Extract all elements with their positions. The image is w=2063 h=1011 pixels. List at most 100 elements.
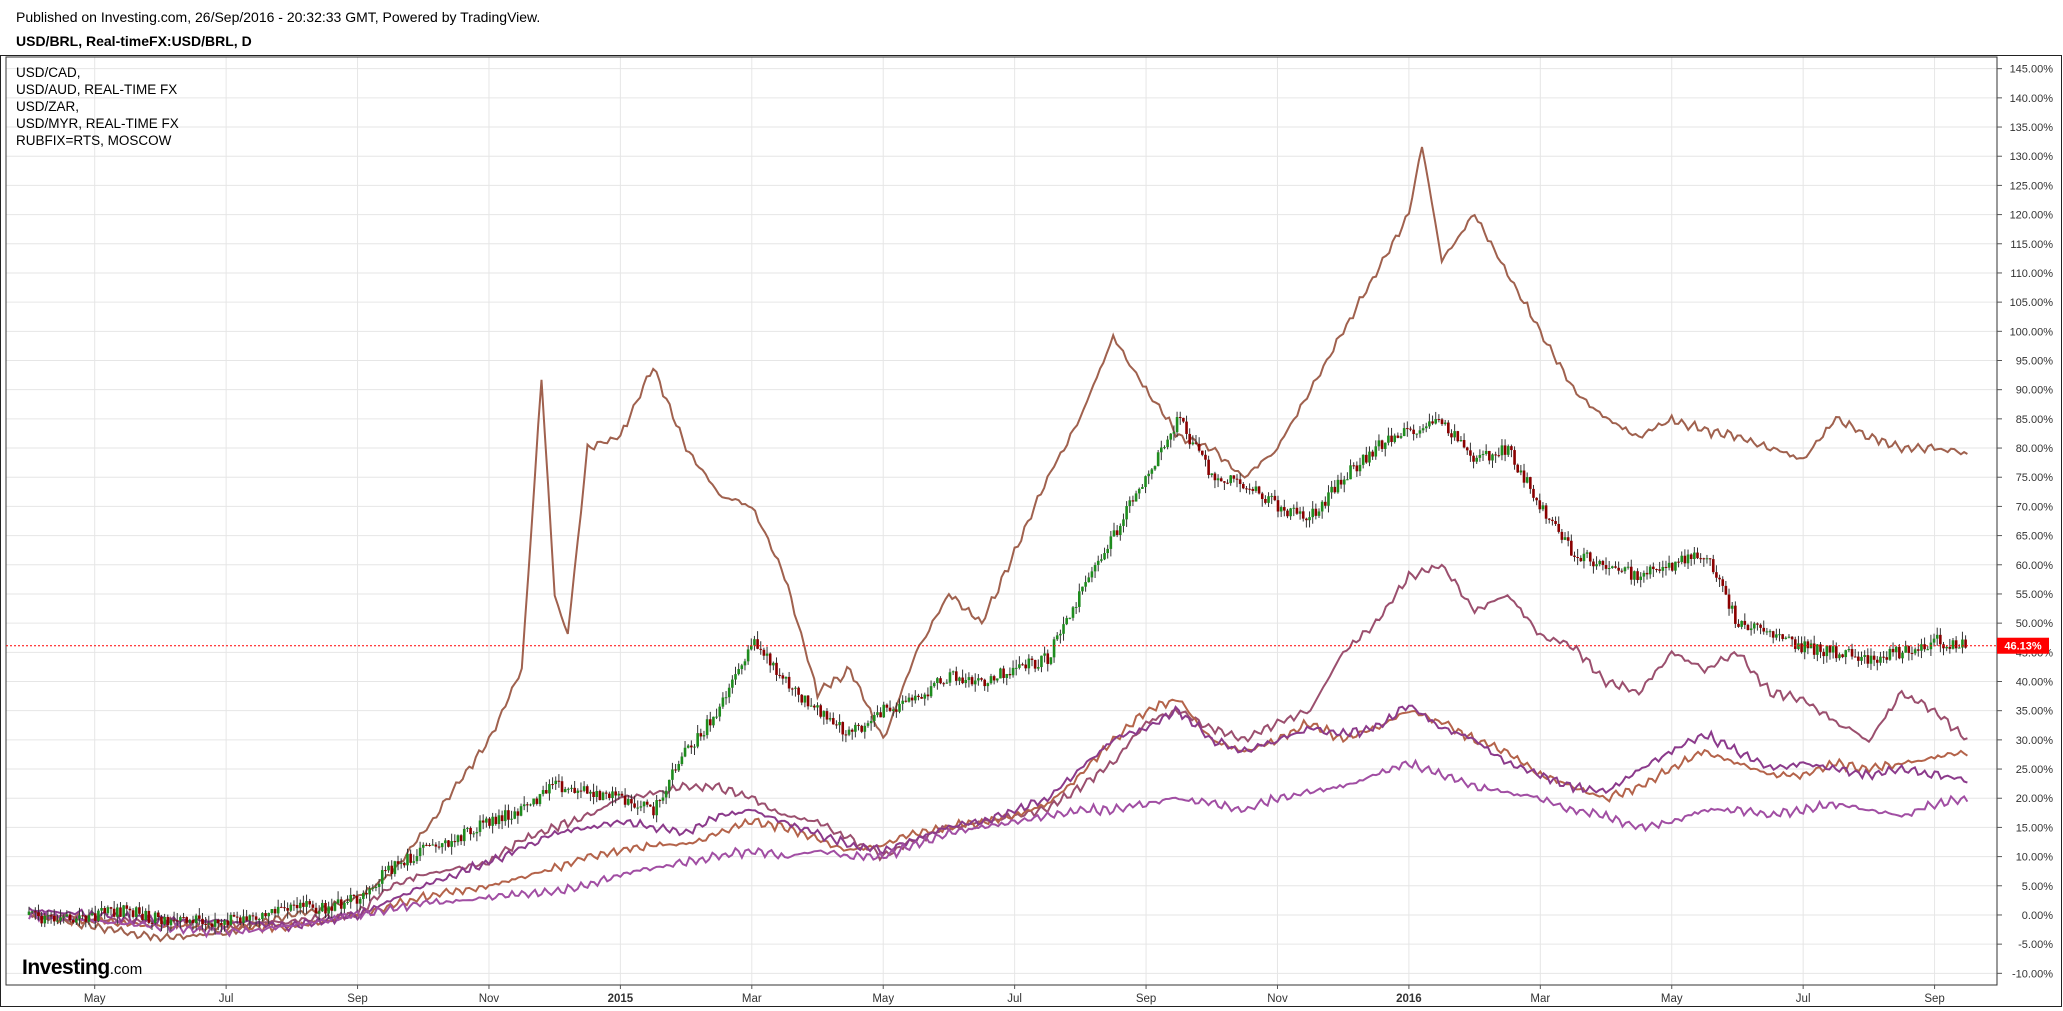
candle-body bbox=[204, 923, 207, 925]
candle-body bbox=[876, 712, 879, 716]
candle-body bbox=[358, 898, 362, 904]
legend-entry: USD/ZAR, bbox=[16, 99, 80, 114]
candle-body bbox=[1339, 479, 1343, 485]
candle-body bbox=[207, 923, 211, 925]
candle-body bbox=[27, 911, 31, 915]
candle-body bbox=[1289, 508, 1292, 517]
candle-body bbox=[907, 697, 911, 702]
candle-body bbox=[1024, 664, 1027, 669]
y-tick-label: 140.00% bbox=[2010, 93, 2054, 105]
candle-body bbox=[1560, 531, 1564, 540]
candle-body bbox=[141, 913, 144, 921]
candle-body bbox=[1399, 436, 1403, 438]
candle-body bbox=[1898, 646, 1901, 659]
candle-body bbox=[1819, 644, 1822, 652]
candle-body bbox=[841, 722, 845, 735]
candle-body bbox=[677, 764, 681, 771]
candle-body bbox=[1242, 483, 1245, 489]
candle-body bbox=[1163, 447, 1166, 449]
candle-body bbox=[1137, 488, 1141, 494]
candle-body bbox=[421, 844, 425, 848]
candle-body bbox=[671, 769, 674, 780]
candle-body bbox=[1484, 450, 1488, 454]
candle-body bbox=[1390, 435, 1393, 442]
y-tick-label: 100.00% bbox=[2010, 326, 2054, 338]
y-tick-label: 20.00% bbox=[2016, 793, 2054, 805]
candle-body bbox=[1762, 627, 1766, 632]
candle-body bbox=[220, 923, 223, 925]
legend-entry: RUBFIX=RTS, MOSCOW bbox=[16, 133, 172, 148]
candle-body bbox=[772, 662, 775, 666]
candle-body bbox=[1093, 565, 1097, 572]
candle-body bbox=[1182, 417, 1185, 422]
candle-body bbox=[1847, 649, 1851, 651]
candle-body bbox=[100, 908, 103, 911]
candle-body bbox=[1052, 639, 1056, 658]
candle-body bbox=[336, 899, 340, 903]
logo-suffix: .com bbox=[109, 961, 143, 978]
candle-body bbox=[1860, 656, 1863, 661]
candle-body bbox=[702, 735, 706, 737]
y-tick-label: 40.00% bbox=[2016, 677, 2054, 689]
candle-body bbox=[718, 706, 722, 717]
candle-body bbox=[295, 904, 299, 909]
candle-body bbox=[286, 908, 289, 911]
candle-body bbox=[1677, 561, 1680, 563]
candle-body bbox=[1942, 644, 1945, 649]
candle-body bbox=[904, 700, 908, 702]
candle-body bbox=[232, 914, 236, 917]
candle-body bbox=[1096, 560, 1100, 566]
candle-body bbox=[1279, 507, 1283, 512]
candle-body bbox=[90, 913, 94, 916]
candle-body bbox=[661, 797, 665, 801]
candle-body bbox=[1746, 624, 1750, 631]
candle-body bbox=[1412, 429, 1415, 435]
y-tick-label: 105.00% bbox=[2010, 297, 2054, 309]
candle-body bbox=[693, 746, 696, 748]
candle-body bbox=[1235, 478, 1239, 480]
candle-body bbox=[831, 718, 835, 725]
candle-body bbox=[229, 914, 233, 925]
candle-body bbox=[103, 908, 106, 914]
candle-body bbox=[1475, 457, 1479, 462]
candle-body bbox=[182, 917, 185, 919]
x-tick-label: Sep bbox=[1136, 993, 1156, 1005]
candle-body bbox=[749, 645, 753, 650]
candle-body bbox=[488, 818, 491, 826]
candle-body bbox=[967, 677, 971, 681]
candle-body bbox=[245, 916, 248, 921]
candle-body bbox=[942, 683, 945, 685]
candle-body bbox=[1450, 433, 1453, 438]
candle-body bbox=[759, 648, 763, 650]
plot-border bbox=[5, 56, 1998, 986]
candle-body bbox=[620, 793, 624, 796]
candle-body bbox=[327, 906, 330, 914]
candle-body bbox=[1825, 645, 1829, 657]
candle-body bbox=[339, 899, 343, 909]
candle-body bbox=[507, 810, 510, 820]
candle-body bbox=[1472, 455, 1475, 462]
candle-body bbox=[510, 818, 513, 820]
legend: USD/CAD, USD/AUD, REAL-TIME FX USD/ZAR, USD… bbox=[16, 64, 179, 149]
candle-body bbox=[1374, 446, 1378, 457]
candle-body bbox=[592, 791, 595, 798]
candle-body bbox=[980, 678, 983, 680]
candle-body bbox=[1510, 446, 1513, 451]
candle-body bbox=[1699, 558, 1702, 560]
candle-body bbox=[194, 915, 198, 924]
candle-body bbox=[737, 669, 740, 675]
candle-body bbox=[639, 806, 643, 808]
candle-body bbox=[1494, 454, 1497, 456]
candle-body bbox=[784, 676, 788, 679]
candle-body bbox=[1156, 452, 1160, 467]
candle-body bbox=[1547, 518, 1551, 520]
candle-body bbox=[1377, 440, 1381, 447]
candle-body bbox=[1424, 426, 1428, 429]
candle-body bbox=[1418, 430, 1422, 434]
candle-body bbox=[1119, 525, 1122, 535]
candle-body bbox=[472, 833, 476, 835]
candle-body bbox=[213, 919, 217, 927]
candle-body bbox=[81, 915, 84, 917]
candle-body bbox=[790, 688, 794, 690]
